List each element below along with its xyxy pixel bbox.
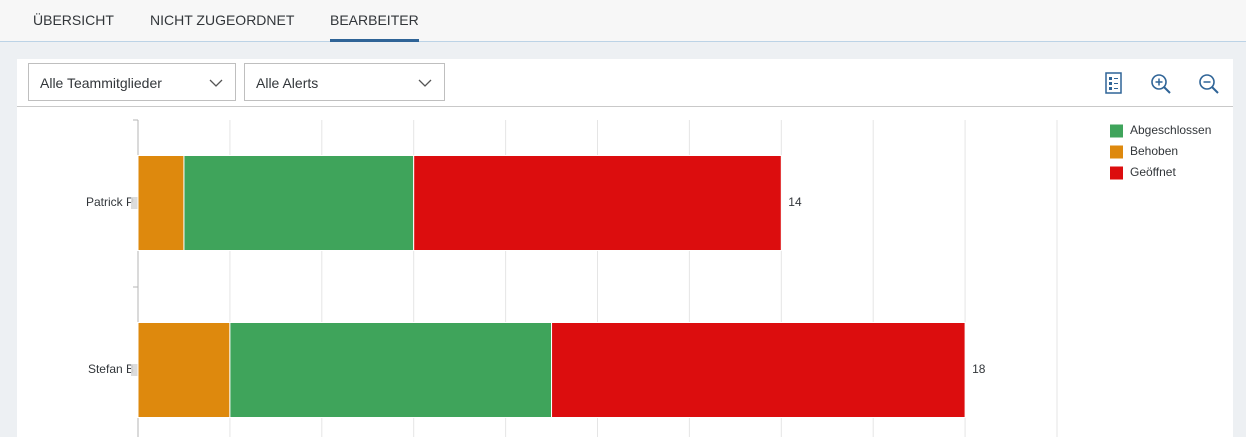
category-label: Stefan B	[88, 362, 134, 376]
legend-swatch	[1110, 124, 1123, 138]
total-label: 14	[788, 195, 802, 209]
dropdown[interactable]: Alle Alerts	[244, 63, 445, 101]
total-label: 18	[972, 362, 986, 376]
tab-bar: ÜBERSICHT NICHT ZUGEORDNET BEARBEITER	[0, 0, 1246, 42]
bar-segment	[137, 155, 185, 251]
bar-segment	[183, 155, 415, 251]
dropdown-text: Alle Teammitglieder	[40, 75, 162, 91]
bar-segment	[137, 322, 231, 418]
legend-toggle-icon[interactable]	[1104, 72, 1124, 94]
tab-indicator	[330, 39, 419, 42]
chevron	[418, 79, 432, 87]
zoom-out-icon[interactable]	[1198, 73, 1220, 95]
dropdown[interactable]: Alle Teammitglieder	[28, 63, 236, 101]
legend-label: Geöffnet	[1130, 165, 1176, 179]
toolbar-separator	[17, 106, 1233, 107]
legend-swatch	[1110, 145, 1123, 159]
bar-segment	[413, 155, 782, 251]
legend-label: Abgeschlossen	[1130, 123, 1211, 137]
legend-label: Behoben	[1130, 144, 1178, 158]
zoom-in-icon[interactable]	[1150, 73, 1172, 95]
tab[interactable]: ÜBERSICHT	[33, 12, 114, 28]
category-label: Patrick P	[86, 195, 134, 209]
tab-selected[interactable]: BEARBEITER	[330, 12, 419, 28]
tab[interactable]: NICHT ZUGEORDNET	[150, 12, 295, 28]
chevron	[209, 79, 223, 87]
dropdown-text: Alle Alerts	[256, 75, 319, 91]
bar-segment	[229, 322, 553, 418]
bar-segment	[551, 322, 966, 418]
legend-swatch	[1110, 166, 1123, 180]
